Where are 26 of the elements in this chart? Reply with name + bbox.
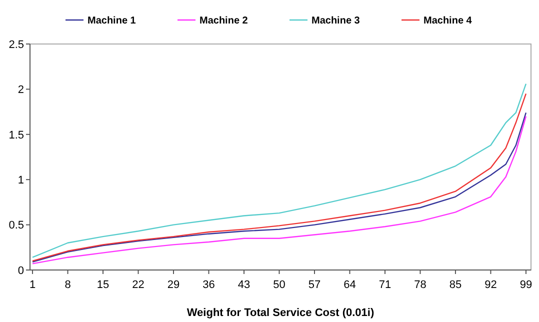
x-tick-label: 1	[29, 279, 36, 291]
x-tick-label: 29	[167, 279, 180, 291]
x-tick-label: 71	[378, 279, 392, 291]
x-tick-label: 64	[344, 279, 356, 291]
x-tick-label: 85	[449, 279, 462, 291]
y-tick-label: 2.5	[8, 38, 24, 51]
legend-label: Machine 4	[424, 16, 472, 26]
x-axis-title: Weight for Total Service Cost (0.01i)	[186, 307, 374, 319]
legend-label: Machine 3	[312, 16, 360, 26]
y-tick-label: 0	[18, 264, 24, 277]
x-tick-label: 8	[64, 279, 71, 291]
y-tick-label: 2	[18, 84, 24, 96]
x-tick-label: 57	[308, 279, 321, 291]
x-tick-label: 15	[96, 279, 110, 291]
x-tick-label: 50	[273, 279, 286, 291]
y-tick-label: 1	[18, 174, 24, 186]
legend-label: Machine 1	[88, 16, 136, 26]
x-tick-label: 99	[520, 279, 532, 291]
x-tick-label: 36	[202, 279, 215, 291]
x-tick-label: 22	[132, 279, 144, 291]
legend-label: Machine 2	[200, 16, 248, 26]
y-tick-label: 0.5	[8, 220, 24, 232]
x-tick-label: 43	[238, 279, 250, 291]
x-tick-label: 78	[414, 279, 426, 291]
x-tick-label: 92	[484, 279, 497, 291]
y-tick-label: 1.5	[8, 129, 24, 142]
